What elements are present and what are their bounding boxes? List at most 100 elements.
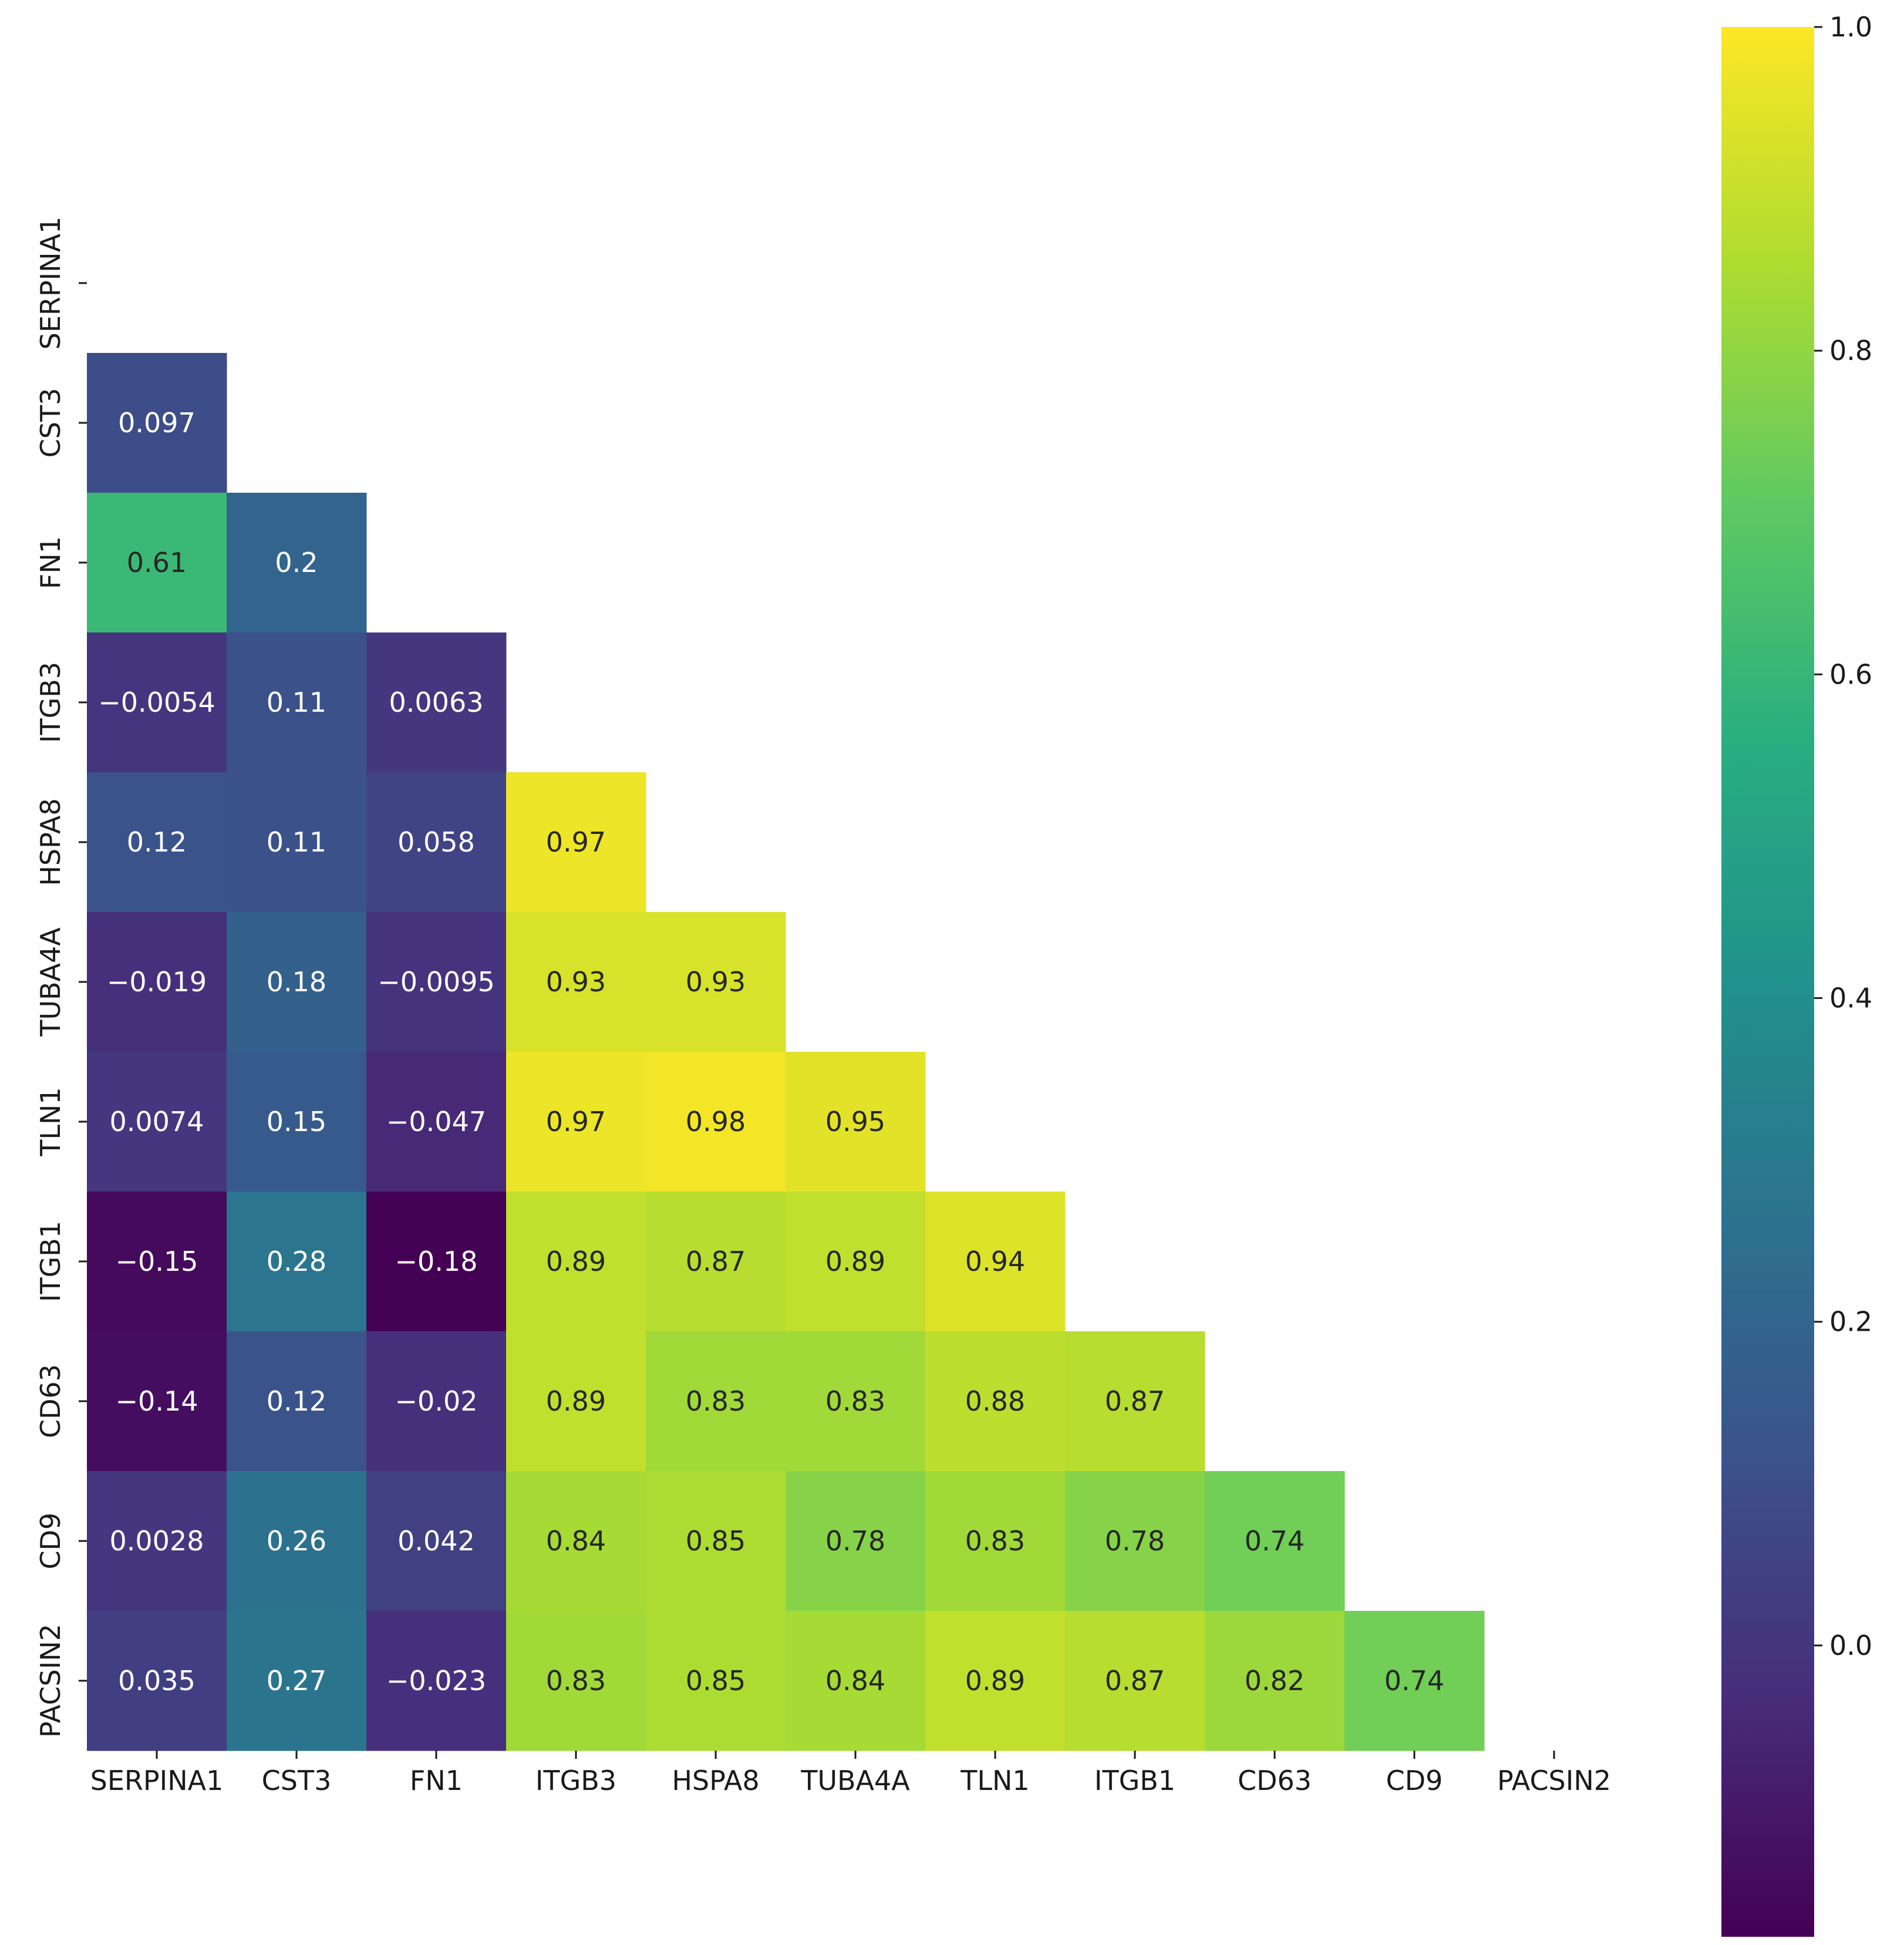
- cell-label-PACSIN2-CST3: 0.27: [267, 1665, 326, 1697]
- cell-label-TLN1-CST3: 0.15: [267, 1106, 326, 1138]
- cell-CD63-FN1: [366, 1331, 507, 1472]
- x-tick-label-TUBA4A: TUBA4A: [800, 1765, 910, 1796]
- cell-label-PACSIN2-CD63: 0.82: [1245, 1665, 1305, 1697]
- cell-ITGB1-CST3: [227, 1192, 367, 1332]
- x-tick-label-HSPA8: HSPA8: [672, 1765, 759, 1796]
- cell-PACSIN2-FN1: [366, 1611, 507, 1751]
- colorbar-gradient: [1721, 27, 1814, 1937]
- cell-label-ITGB1-TUBA4A: 0.89: [825, 1246, 885, 1277]
- cell-PACSIN2-TLN1: [925, 1611, 1066, 1751]
- cell-label-TLN1-FN1: −0.047: [386, 1106, 486, 1138]
- cell-PACSIN2-TUBA4A: [786, 1611, 926, 1751]
- cell-TLN1-HSPA8: [646, 1052, 786, 1192]
- cell-label-CD9-CST3: 0.26: [267, 1525, 326, 1557]
- x-tick-label-FN1: FN1: [410, 1765, 463, 1796]
- colorbar-tick-label-2: 0.6: [1829, 658, 1872, 690]
- cell-label-PACSIN2-TLN1: 0.89: [965, 1665, 1025, 1697]
- y-tick-label-CD9: CD9: [35, 1513, 66, 1570]
- colorbar-tick-label-4: 0.2: [1829, 1306, 1872, 1338]
- y-tick-label-ITGB1: ITGB1: [35, 1221, 66, 1302]
- cell-label-CD63-TUBA4A: 0.83: [825, 1385, 885, 1417]
- cell-label-CD63-HSPA8: 0.83: [686, 1385, 746, 1417]
- cell-label-PACSIN2-SERPINA1: 0.035: [118, 1665, 196, 1697]
- colorbar-tick-label-5: 0.0: [1829, 1630, 1872, 1661]
- cell-PACSIN2-ITGB1: [1065, 1611, 1205, 1751]
- y-tick-label-CST3: CST3: [35, 388, 66, 458]
- x-tick-label-SERPINA1: SERPINA1: [90, 1765, 224, 1796]
- cell-label-TLN1-ITGB3: 0.97: [546, 1106, 606, 1138]
- cell-TLN1-FN1: [366, 1052, 507, 1192]
- x-axis: SERPINA1 CST3 FN1 ITGB3 HSPA8 TUBA4A TLN1 ITGB1…: [90, 1751, 1611, 1796]
- y-tick-label-TUBA4A: TUBA4A: [35, 927, 66, 1037]
- cell-PACSIN2-ITGB3: [506, 1611, 646, 1751]
- cell-PACSIN2-SERPINA1: [87, 1611, 227, 1751]
- x-tick-label-PACSIN2: PACSIN2: [1497, 1765, 1611, 1796]
- cell-label-ITGB1-SERPINA1: −0.15: [116, 1246, 198, 1277]
- cell-ITGB1-SERPINA1: [87, 1192, 227, 1332]
- y-axis: SERPINA1 CST3 FN1 ITGB3 HSPA8 TUBA4A TLN1 ITGB1…: [35, 217, 87, 1738]
- cell-label-PACSIN2-ITGB1: 0.87: [1105, 1665, 1165, 1697]
- cell-label-PACSIN2-CD9: 0.74: [1384, 1665, 1444, 1697]
- cell-CD63-HSPA8: [646, 1331, 786, 1472]
- cell-label-ITGB1-ITGB3: 0.89: [546, 1246, 606, 1277]
- cell-label-CD9-SERPINA1: 0.0028: [110, 1525, 204, 1557]
- colorbar-tick-label-3: 0.4: [1829, 982, 1872, 1014]
- colorbar: 1.0 0.8 0.6 0.4 0.2 0.0: [1721, 11, 1872, 1937]
- cell-label-PACSIN2-ITGB3: 0.83: [546, 1665, 606, 1697]
- cell-label-CD63-TLN1: 0.88: [965, 1385, 1025, 1417]
- cell-TUBA4A-SERPINA1: [87, 912, 227, 1052]
- cell-label-TUBA4A-SERPINA1: −0.019: [107, 966, 207, 998]
- x-tick-label-ITGB3: ITGB3: [535, 1765, 616, 1796]
- cell-TUBA4A-FN1: [366, 912, 507, 1052]
- cell-FN1-SERPINA1: [87, 493, 227, 633]
- cell-label-CD63-ITGB1: 0.87: [1105, 1385, 1165, 1417]
- cell-label-CD63-FN1: −0.02: [395, 1385, 478, 1417]
- cell-label-CD63-CST3: 0.12: [267, 1385, 326, 1417]
- x-tick-label-CD9: CD9: [1386, 1765, 1443, 1796]
- heatmap-cells: [87, 353, 1485, 1751]
- cell-PACSIN2-CD9: [1344, 1611, 1485, 1751]
- cell-label-PACSIN2-HSPA8: 0.85: [686, 1665, 746, 1697]
- cell-label-CD9-ITGB1: 0.78: [1105, 1525, 1165, 1557]
- cell-label-CST3-SERPINA1: 0.097: [118, 407, 196, 439]
- cell-label-TLN1-TUBA4A: 0.95: [825, 1106, 885, 1138]
- y-tick-label-ITGB3: ITGB3: [35, 662, 66, 743]
- cell-label-CD9-HSPA8: 0.85: [686, 1525, 746, 1557]
- cell-annotations: 0.097 0.61 0.2 −0.0054 0.11 0.0063 0.12 0.11 0.0…: [98, 407, 1444, 1697]
- cell-label-HSPA8-CST3: 0.11: [267, 826, 326, 858]
- cell-CST3-SERPINA1: [87, 353, 227, 493]
- cell-CD63-TUBA4A: [786, 1331, 926, 1472]
- cell-label-HSPA8-SERPINA1: 0.12: [127, 826, 187, 858]
- cell-CD9-CD63: [1205, 1471, 1345, 1611]
- cell-label-CD9-CD63: 0.74: [1245, 1525, 1305, 1557]
- cell-label-FN1-CST3: 0.2: [275, 547, 318, 578]
- cell-label-ITGB3-CST3: 0.11: [267, 687, 326, 718]
- cell-label-ITGB1-TLN1: 0.94: [965, 1246, 1025, 1277]
- cell-TUBA4A-HSPA8: [646, 912, 786, 1052]
- cell-CD9-ITGB3: [506, 1471, 646, 1611]
- cell-PACSIN2-HSPA8: [646, 1611, 786, 1751]
- cell-TUBA4A-CST3: [227, 912, 367, 1052]
- x-tick-label-TLN1: TLN1: [960, 1765, 1029, 1796]
- cell-CD63-TLN1: [925, 1331, 1066, 1472]
- cell-ITGB1-HSPA8: [646, 1192, 786, 1332]
- cell-label-TLN1-SERPINA1: 0.0074: [110, 1106, 204, 1138]
- cell-label-ITGB1-HSPA8: 0.87: [686, 1246, 746, 1277]
- cell-label-CD9-FN1: 0.042: [397, 1525, 475, 1557]
- cell-ITGB1-FN1: [366, 1192, 507, 1332]
- colorbar-tick-label-1: 0.8: [1829, 335, 1872, 366]
- y-tick-label-TLN1: TLN1: [35, 1087, 66, 1156]
- cell-label-TUBA4A-CST3: 0.18: [267, 966, 326, 998]
- cell-label-HSPA8-ITGB3: 0.97: [546, 826, 606, 858]
- cell-label-CD63-SERPINA1: −0.14: [116, 1385, 198, 1417]
- cell-TLN1-SERPINA1: [87, 1052, 227, 1192]
- y-tick-label-FN1: FN1: [35, 536, 66, 589]
- cell-CD63-SERPINA1: [87, 1331, 227, 1472]
- cell-HSPA8-SERPINA1: [87, 772, 227, 913]
- cell-label-TUBA4A-HSPA8: 0.93: [686, 966, 746, 998]
- cell-ITGB3-FN1: [366, 632, 507, 773]
- cell-HSPA8-FN1: [366, 772, 507, 913]
- cell-CD9-HSPA8: [646, 1471, 786, 1611]
- cell-PACSIN2-CD63: [1205, 1611, 1345, 1751]
- cell-TLN1-ITGB3: [506, 1052, 646, 1192]
